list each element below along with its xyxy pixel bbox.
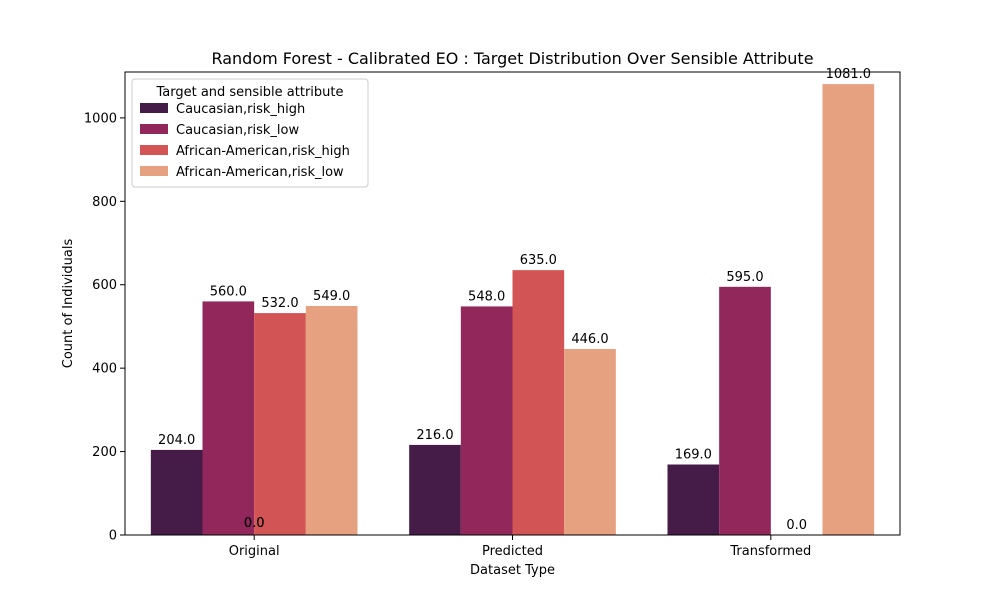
data-label: 1081.0: [826, 67, 872, 82]
bar: [150, 449, 203, 535]
data-label: 0.0: [244, 516, 265, 531]
bar: [667, 464, 720, 535]
legend-entry: African-American,risk_low: [176, 165, 344, 180]
x-tick-label: Transformed: [729, 544, 811, 559]
bar: [409, 444, 461, 535]
y-tick-label: 600: [92, 278, 117, 293]
legend-swatch: [140, 145, 168, 155]
x-tick-label: Predicted: [482, 544, 543, 559]
y-tick-label: 200: [92, 445, 117, 460]
legend-box: [131, 78, 369, 188]
bar: [719, 286, 771, 535]
legend-entry: African-American,risk_high: [176, 144, 350, 159]
data-label: 0.0: [244, 516, 265, 531]
legend-entry: Caucasian,risk_high: [176, 102, 305, 117]
data-label: 446.0: [571, 332, 608, 347]
bars-layer: [150, 84, 875, 535]
y-tick-label: 800: [92, 195, 117, 210]
y-tick-label: 0: [109, 529, 117, 544]
legend-swatch: [140, 103, 168, 113]
x-tick-label: Original: [229, 544, 280, 559]
bar: [202, 301, 255, 535]
legend-swatch: [140, 124, 168, 134]
data-label: 595.0: [726, 270, 763, 285]
bar: [254, 313, 306, 535]
legend-swatch: [140, 166, 168, 176]
data-label: 532.0: [261, 296, 298, 311]
chart-title: Random Forest - Calibrated EO : Target D…: [211, 49, 813, 68]
bar: [512, 270, 565, 535]
data-label: 204.0: [158, 433, 195, 448]
y-tick-label: 400: [92, 362, 117, 377]
bar: [564, 348, 616, 535]
data-label: 560.0: [210, 284, 247, 299]
bar: [305, 306, 358, 535]
data-label: 549.0: [313, 289, 350, 304]
data-label: 169.0: [675, 448, 712, 463]
legend-entry: Caucasian,risk_low: [176, 123, 299, 138]
y-axis-label: Count of Individuals: [61, 239, 76, 369]
legend-title: Target and sensible attribute: [155, 85, 343, 100]
x-axis-label: Dataset Type: [470, 563, 555, 578]
data-label: 216.0: [416, 428, 453, 443]
legend: Target and sensible attribute Caucasian,r…: [131, 78, 369, 188]
bar: [822, 84, 875, 535]
data-label: 0.0: [786, 518, 807, 533]
data-label: 635.0: [520, 253, 557, 268]
bar: [460, 306, 513, 535]
y-tick-label: 1000: [84, 111, 117, 126]
data-label: 548.0: [468, 289, 505, 304]
y-axis: 0 200 400 600 800 1000: [84, 111, 125, 544]
data-labels-layer: 204.0 216.0 169.0 560.0 548.0 595.0 532.0 635.0…: [158, 67, 871, 533]
x-axis: Original Predicted Transformed: [229, 535, 811, 559]
